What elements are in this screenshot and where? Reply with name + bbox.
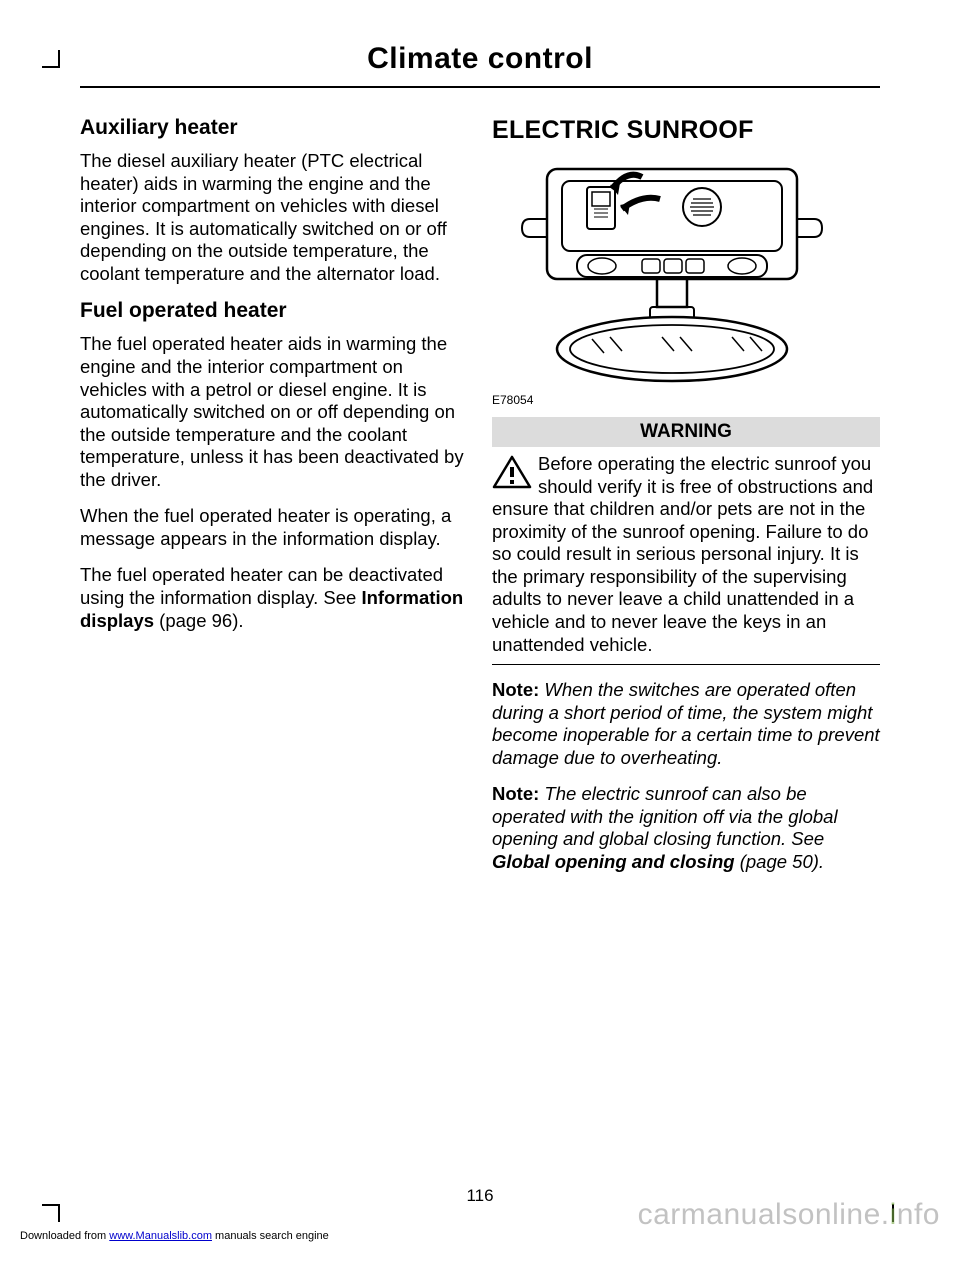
figure-label: E78054 [492,393,880,407]
note2-a: The electric sunroof can also be operate… [492,783,838,849]
watermark: carmanualsonline.info [638,1198,940,1232]
note2-label: Note: [492,783,539,804]
watermark-c: nfo [897,1198,940,1231]
title-rule [80,86,880,88]
warning-rule [492,664,880,665]
content-columns: Auxiliary heater The diesel auxiliary he… [80,116,880,888]
warning-icon [492,455,532,489]
page-title: Climate control [0,42,960,76]
footer-suffix: manuals search engine [212,1230,329,1242]
warning-header: WARNING [492,417,880,447]
footer-link[interactable]: www.Manualslib.com [109,1230,212,1242]
fuel-heater-p3: The fuel operated heater can be deactiva… [80,564,468,632]
right-column: ELECTRIC SUNROOF [492,116,880,888]
note1-body: When the switches are operated often dur… [492,679,880,768]
warning-text: Before operating the electric sunroof yo… [492,453,873,655]
watermark-a: carmanualsonline. [638,1198,890,1231]
crop-mark-top-left [42,50,60,68]
fuel-p3-b: (page 96). [154,610,243,631]
note-1: Note: When the switches are operated oft… [492,679,880,769]
note2-b: (page 50). [735,851,824,872]
crop-mark-bottom-left [42,1204,60,1222]
aux-heater-heading: Auxiliary heater [80,116,468,140]
left-column: Auxiliary heater The diesel auxiliary he… [80,116,468,888]
aux-heater-body: The diesel auxiliary heater (PTC electri… [80,150,468,285]
warning-body: Before operating the electric sunroof yo… [492,453,880,656]
note2-bold: Global opening and closing [492,851,735,872]
sunroof-heading: ELECTRIC SUNROOF [492,116,880,145]
fuel-heater-heading: Fuel operated heater [80,299,468,323]
fuel-heater-p2: When the fuel operated heater is operati… [80,505,468,550]
note-2: Note: The electric sunroof can also be o… [492,783,880,873]
footer-download: Downloaded from www.Manualslib.com manua… [20,1230,329,1242]
sunroof-figure [492,159,862,389]
watermark-i: i [890,1198,897,1231]
note1-label: Note: [492,679,539,700]
footer-prefix: Downloaded from [20,1230,109,1242]
fuel-heater-p1: The fuel operated heater aids in warming… [80,333,468,491]
